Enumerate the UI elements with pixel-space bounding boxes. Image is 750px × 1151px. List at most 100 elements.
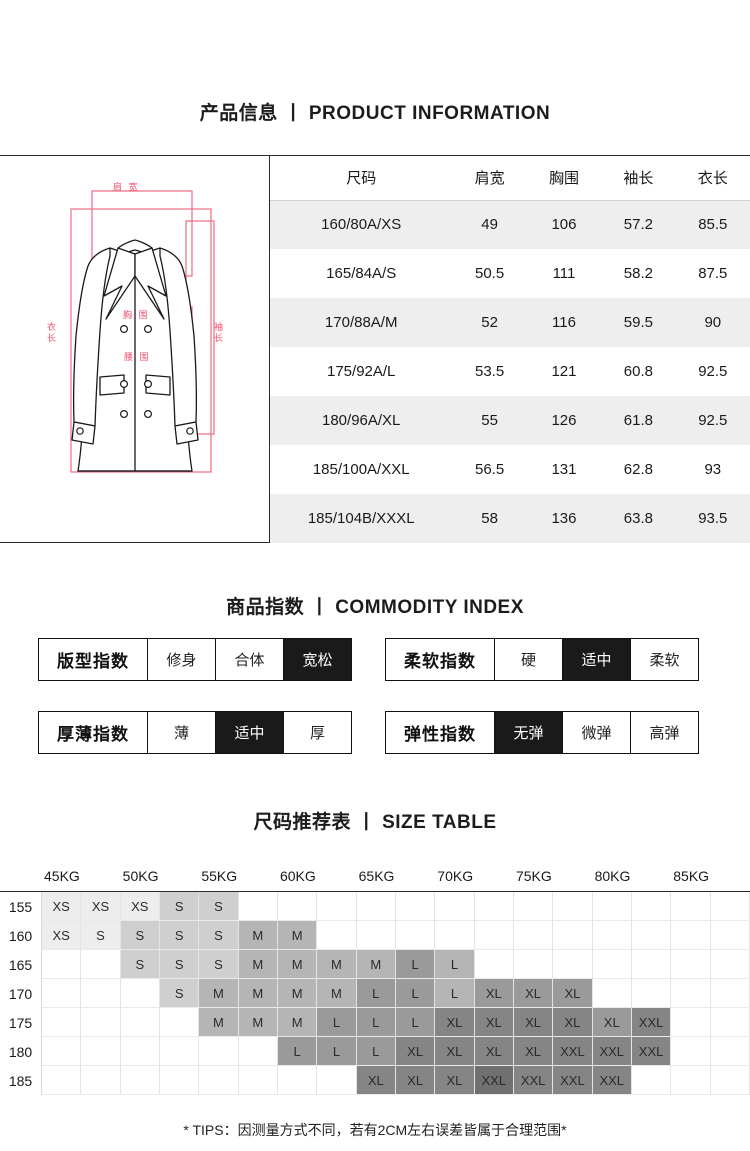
height-label: 170 [0,979,42,1008]
height-label: 180 [0,1037,42,1066]
index-option[interactable]: 硬 [495,638,563,681]
size-grid-cell [435,892,475,921]
commodity-index-title: 商品指数 丨 COMMODITY INDEX [0,592,750,619]
size-grid-cell: L [395,950,436,979]
diagram-label-chest: 胸 围 [123,310,150,320]
weight-axis-header: 45KG 50KG 55KG 60KG 65KG 70KG 75KG 80KG 85KG [0,865,750,892]
spec-cell-value: 111 [526,249,602,298]
size-grid-cell [631,1066,672,1095]
size-grid-cell: XL [474,979,514,1008]
index-option-selected[interactable]: 宽松 [284,638,352,681]
size-grid-cell [42,1066,82,1095]
product-info-title: 产品信息 丨 PRODUCT INFORMATION [0,98,750,125]
size-grid-cell: XXL [513,1066,554,1095]
spec-table-row: 160/80A/XS 49 106 57.2 85.5 [270,200,750,249]
spec-header-size: 尺码 [270,156,453,201]
commodity-index-row: 厚薄指数薄适中厚弹性指数 无弹 微弹 高弹 [0,711,750,754]
size-grid-cell: M [238,921,278,950]
spec-cell-value: 87.5 [675,249,750,298]
size-grid-rows: 155 XS XS XS S S 160 XS S S S S M M 165 S S S M M M M L L 170 S M M… [0,892,750,1095]
product-info-title-cn: 产品信息 [199,103,278,124]
size-recommendation-grid: 45KG 50KG 55KG 60KG 65KG 70KG 75KG 80KG 85KG 155… [0,865,750,1095]
index-option[interactable]: 柔软 [631,638,699,681]
size-grid-cell [592,892,632,921]
size-grid-cell: S [199,892,239,921]
index-option-selected[interactable]: 适中 [563,638,631,681]
size-grid-row: 185 XL XL XL XXL XXL XXL XXL [0,1066,750,1095]
coat-illustration-icon [70,190,215,473]
size-grid-cell: XL [553,1008,593,1037]
index-option[interactable]: 微弹 [563,711,631,754]
size-grid-cell [277,1066,318,1095]
weight-label: 55KG [201,868,238,884]
size-grid-cell: S [199,950,239,979]
size-grid-cell: XXL [592,1066,632,1095]
size-grid-cell [120,1066,160,1095]
index-option[interactable]: 薄 [148,711,216,754]
spec-table-body: 160/80A/XS 49 106 57.2 85.5 165/84A/S 50.5 111 5… [270,200,750,543]
spec-cell-value: 126 [526,396,602,445]
index-option[interactable]: 高弹 [631,711,699,754]
spec-table-row: 180/96A/XL 55 126 61.8 92.5 [270,396,750,445]
spec-cell-value: 56.5 [452,445,527,494]
spec-cell-value: 61.8 [601,396,676,445]
size-grid-cell [474,892,514,921]
size-grid-cell: L [277,1037,318,1066]
size-grid-cell: XL [513,979,554,1008]
size-grid-cell: L [435,950,475,979]
height-label: 175 [0,1008,42,1037]
garment-measurement-diagram: 肩 宽 胸 围 腰 围 衣长 袖长 [0,156,270,542]
size-grid-cell: XS [42,921,82,950]
index-option[interactable]: 修身 [148,638,216,681]
spec-cell-value: 85.5 [675,200,750,249]
size-grid-row: 155 XS XS XS S S [0,892,750,921]
size-grid-cell [42,1037,82,1066]
index-option[interactable]: 合体 [216,638,284,681]
index-label: 柔软指数 [385,638,495,681]
weight-label: 50KG [122,868,159,884]
size-grid-cell [710,1066,750,1095]
size-grid-cell: XL [513,1037,554,1066]
product-info-panel: 肩 宽 胸 围 腰 围 衣长 袖长 尺码 肩宽 胸围 袖长 衣长 160/80A… [0,155,750,543]
size-grid-cell: M [238,950,278,979]
spec-cell-value: 55 [452,396,527,445]
spec-header-chest: 胸围 [526,156,602,201]
size-grid-cell [277,892,318,921]
size-grid-cell: S [159,950,200,979]
index-option-selected[interactable]: 无弹 [495,711,563,754]
index-option-selected[interactable]: 适中 [216,711,284,754]
weight-label: 60KG [279,868,316,884]
spec-cell-value: 131 [526,445,602,494]
size-grid-cell: XL [395,1066,436,1095]
tips-note: * TIPS：因测量方式不同，若有2CM左右误差皆属于合理范围* [183,1122,567,1138]
weight-label: 80KG [594,868,631,884]
size-grid-cell: XXL [631,1008,672,1037]
index-option[interactable]: 厚 [284,711,352,754]
size-table-title-cn: 尺码推荐表 [253,812,351,833]
spec-cell-value: 106 [526,200,602,249]
index-group-1: 柔软指数硬适中 柔软 [385,638,699,681]
size-grid-cell: M [277,921,318,950]
spec-header-length: 衣长 [675,156,750,201]
size-grid-cell: S [159,892,200,921]
diagram-label-sleeve: 袖长 [214,322,224,343]
size-grid-cell [42,979,82,1008]
size-grid-cell: XXL [592,1037,632,1066]
size-grid-cell: XXL [553,1066,593,1095]
weight-label: 45KG [44,868,80,884]
spec-cell-size: 185/100A/XXL [270,445,453,494]
size-grid-cell: XL [395,1037,436,1066]
weight-label: 65KG [358,868,395,884]
size-grid-cell [474,950,514,979]
size-grid-cell [631,950,672,979]
spec-cell-value: 53.5 [452,347,527,396]
size-grid-cell [159,1066,200,1095]
commodity-index-row: 版型指数 修身 合体 宽松 柔软指数硬适中 柔软 [0,638,750,681]
diagram-label-shoulder: 肩 宽 [113,182,140,192]
size-grid-cell [238,892,278,921]
spec-cell-size: 165/84A/S [270,249,453,298]
size-grid-cell: L [395,979,436,1008]
height-label: 185 [0,1066,42,1095]
size-grid-cell: XL [474,1008,514,1037]
size-grid-cell [592,979,632,1008]
